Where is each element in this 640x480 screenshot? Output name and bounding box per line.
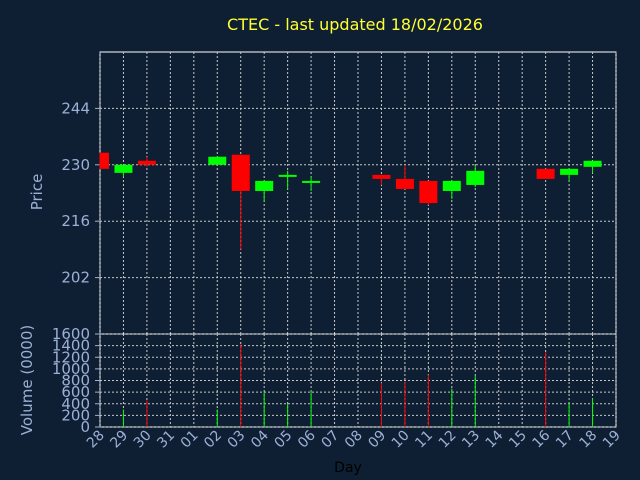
candle-body — [536, 168, 555, 179]
candle-body — [419, 180, 438, 204]
candle-body — [583, 160, 602, 167]
x-tick-label: 01 — [178, 428, 202, 452]
chart-title: CTEC - last updated 18/02/2026 — [227, 15, 483, 34]
x-tick-label: 15 — [506, 428, 530, 452]
x-tick-label: 08 — [342, 428, 366, 452]
price-axis-label: Price — [28, 174, 46, 211]
volume-tick-label: 1000 — [52, 360, 90, 378]
x-tick-label: 17 — [553, 428, 577, 452]
x-tick-label: 12 — [436, 428, 460, 452]
x-tick-label: 10 — [389, 428, 413, 452]
x-tick-label: 09 — [365, 428, 389, 452]
x-tick-label: 14 — [483, 427, 507, 451]
x-tick-label: 31 — [154, 428, 178, 452]
candle-body — [208, 156, 227, 165]
x-tick-label: 30 — [131, 428, 155, 452]
price-tick-label: 230 — [61, 156, 90, 174]
candle-body — [395, 178, 414, 189]
x-axis-label: Day — [334, 460, 362, 476]
volume-tick-label: 1400 — [52, 337, 90, 355]
candle-body — [231, 154, 250, 191]
candle-body — [114, 164, 133, 173]
volume-tick-label: 0 — [80, 418, 90, 436]
price-tick-label: 202 — [61, 269, 90, 287]
x-tick-label: 06 — [295, 427, 319, 451]
volume-tick-label: 200 — [61, 406, 90, 424]
candle-body — [442, 180, 461, 191]
candle-body — [466, 170, 485, 185]
x-tick-label: 02 — [201, 428, 225, 452]
candle-body — [255, 180, 274, 191]
volume-tick-label: 1600 — [52, 325, 90, 343]
x-tick-label: 16 — [530, 427, 554, 451]
price-tick-label: 244 — [61, 99, 90, 117]
x-tick-label: 11 — [412, 428, 436, 452]
volume-tick-label: 1200 — [52, 348, 90, 366]
x-tick-label: 03 — [225, 428, 249, 452]
x-tick-label: 04 — [248, 427, 272, 451]
candle-body — [278, 174, 297, 177]
x-tick-label: 05 — [272, 428, 296, 452]
volume-tick-label: 800 — [61, 372, 90, 390]
x-axis-ticks: 28 29 30 31 01 02 03 04 05 06 07 08 09 10 11 12 13 14 15 16… — [84, 427, 624, 451]
candle-body — [137, 160, 156, 165]
x-tick-label: 18 — [576, 428, 600, 452]
candle-body — [560, 168, 579, 175]
price-panel: 202 216 230 244 — [61, 51, 617, 335]
x-tick-label: 07 — [318, 428, 342, 452]
volume-tick-label: 400 — [61, 395, 90, 413]
x-tick-label: 29 — [107, 428, 131, 452]
price-tick-label: 216 — [61, 212, 90, 230]
volume-axis-label: Volume (0000) — [18, 325, 36, 435]
x-tick-label: 13 — [459, 428, 483, 452]
candle-body — [372, 174, 391, 179]
candle-body — [302, 180, 321, 183]
candle-body — [100, 152, 109, 169]
x-tick-label: 19 — [600, 428, 624, 452]
volume-tick-label: 600 — [61, 383, 90, 401]
